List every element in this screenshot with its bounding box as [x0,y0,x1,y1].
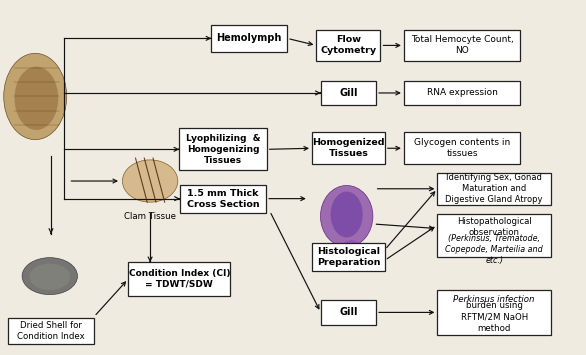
Ellipse shape [15,66,58,130]
Text: Flow
Cytometry: Flow Cytometry [321,36,376,55]
FancyBboxPatch shape [8,317,94,344]
FancyBboxPatch shape [128,262,230,296]
FancyBboxPatch shape [404,132,520,164]
Text: RNA expression: RNA expression [427,88,498,98]
FancyBboxPatch shape [179,128,267,170]
Ellipse shape [29,264,70,290]
Text: Gill: Gill [339,88,357,98]
FancyBboxPatch shape [321,300,376,325]
Text: Clam Tissue: Clam Tissue [124,212,176,221]
Text: burden using
RFTM/2M NaOH
method: burden using RFTM/2M NaOH method [461,301,528,333]
FancyBboxPatch shape [404,81,520,105]
FancyBboxPatch shape [312,243,385,271]
FancyBboxPatch shape [437,173,551,204]
Ellipse shape [331,192,363,237]
FancyBboxPatch shape [404,29,520,61]
Ellipse shape [341,240,362,260]
Text: Identifying Sex, Gonad
Maturation and
Digestive Gland Atropy: Identifying Sex, Gonad Maturation and Di… [445,173,543,204]
Text: Homogenized
Tissues: Homogenized Tissues [312,138,384,158]
FancyBboxPatch shape [437,290,551,335]
Text: Lyophilizing  &
Homogenizing
Tissues: Lyophilizing & Homogenizing Tissues [186,134,260,165]
Text: (Perkinsus, Trematode,
Copepode, Marteilia and
etc.): (Perkinsus, Trematode, Copepode, Marteil… [445,234,543,265]
Text: Hemolymph: Hemolymph [217,33,282,43]
Ellipse shape [22,258,77,295]
Text: Dried Shell for
Condition Index: Dried Shell for Condition Index [17,321,85,341]
FancyBboxPatch shape [321,81,376,105]
FancyBboxPatch shape [180,185,266,213]
Text: Histopathological
observation: Histopathological observation [457,217,532,237]
Text: Gill: Gill [339,307,357,317]
FancyBboxPatch shape [316,29,380,61]
Text: Glycogen contents in
tissues: Glycogen contents in tissues [414,138,510,158]
Text: Histological
Preparation: Histological Preparation [316,247,380,267]
Text: Total Hemocyte Count,
NO: Total Hemocyte Count, NO [411,36,513,55]
Text: 1.5 mm Thick
Cross Section: 1.5 mm Thick Cross Section [187,189,260,209]
FancyBboxPatch shape [312,132,385,164]
Ellipse shape [321,185,373,247]
Ellipse shape [122,160,178,202]
Ellipse shape [4,53,67,140]
Text: Condition Index (CI)
= TDWT/SDW: Condition Index (CI) = TDWT/SDW [128,269,230,289]
Text: Perkinsus infection: Perkinsus infection [454,295,535,304]
FancyBboxPatch shape [212,25,287,51]
FancyBboxPatch shape [437,214,551,257]
